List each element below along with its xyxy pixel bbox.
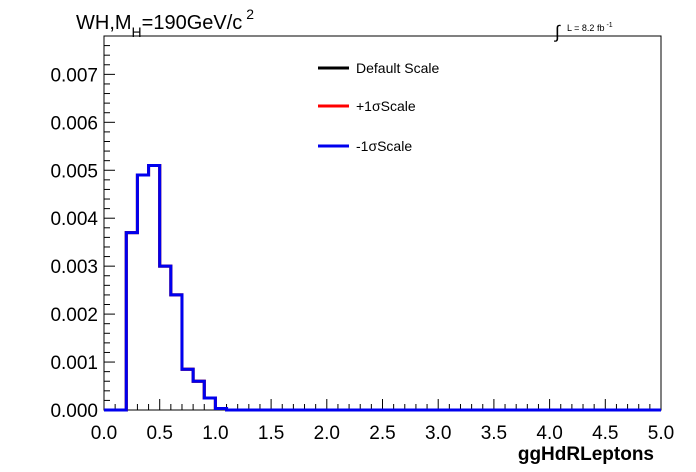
title-superscript: 2 [246,6,254,22]
y-tick-label: 0.003 [50,257,98,278]
y-tick-label: 0.006 [50,113,98,134]
x-tick-label: 0.5 [146,423,172,444]
x-tick-label: 1.5 [258,423,284,444]
legend-label-1: +1σScale [356,98,416,114]
x-tick-label: 3.0 [425,423,451,444]
svg-text:L = 8.2 fb-1: L = 8.2 fb -1 [567,22,613,33]
title-prefix: WH,M [76,12,132,34]
x-tick-label: 5.0 [648,423,674,444]
luminosity-text: L = 8.2 fb [567,23,604,33]
y-tick-label: 0.005 [50,161,98,182]
x-tick-label: 1.0 [202,423,228,444]
title-middle: =190GeV/c [142,12,243,34]
y-tick-label: 0.000 [50,401,98,422]
x-tick-label: 2.5 [369,423,395,444]
chart-title: WH,MH=190GeV/c 2 [76,6,254,40]
x-axis-label: ggHdRLeptons [518,444,654,465]
legend: Default Scale +1σScale -1σScale [318,60,439,154]
y-tick-label: 0.004 [50,209,98,230]
luminosity-superscript: -1 [606,22,612,29]
x-axis: 0.0 0.5 1.0 1.5 2.0 2.5 3.0 3.5 4.0 4.5 5.0 [91,399,674,444]
x-tick-label: 3.5 [481,423,507,444]
luminosity-label: ∫ L = 8.2 fb -1 [553,22,613,42]
y-tick-label: 0.002 [50,305,98,326]
legend-label-2: -1σScale [356,138,412,154]
y-tick-label: 0.001 [50,353,98,374]
series-line-2 [104,163,661,412]
title-subscript: H [132,24,142,40]
y-axis: 0.000 0.001 0.002 0.003 0.004 0.005 0.006 0.007 [50,35,115,422]
y-tick-label: 0.007 [50,65,98,86]
series-layer [104,163,661,412]
x-tick-label: 4.5 [592,423,618,444]
x-tick-label: 2.0 [314,423,340,444]
svg-text:WH,MH=190GeV/c2: WH,MH=190GeV/c 2 [76,6,254,40]
x-tick-label: 0.0 [91,423,117,444]
legend-label-0: Default Scale [356,60,439,76]
integral-symbol: ∫ [553,22,561,42]
x-tick-label: 4.0 [536,423,562,444]
